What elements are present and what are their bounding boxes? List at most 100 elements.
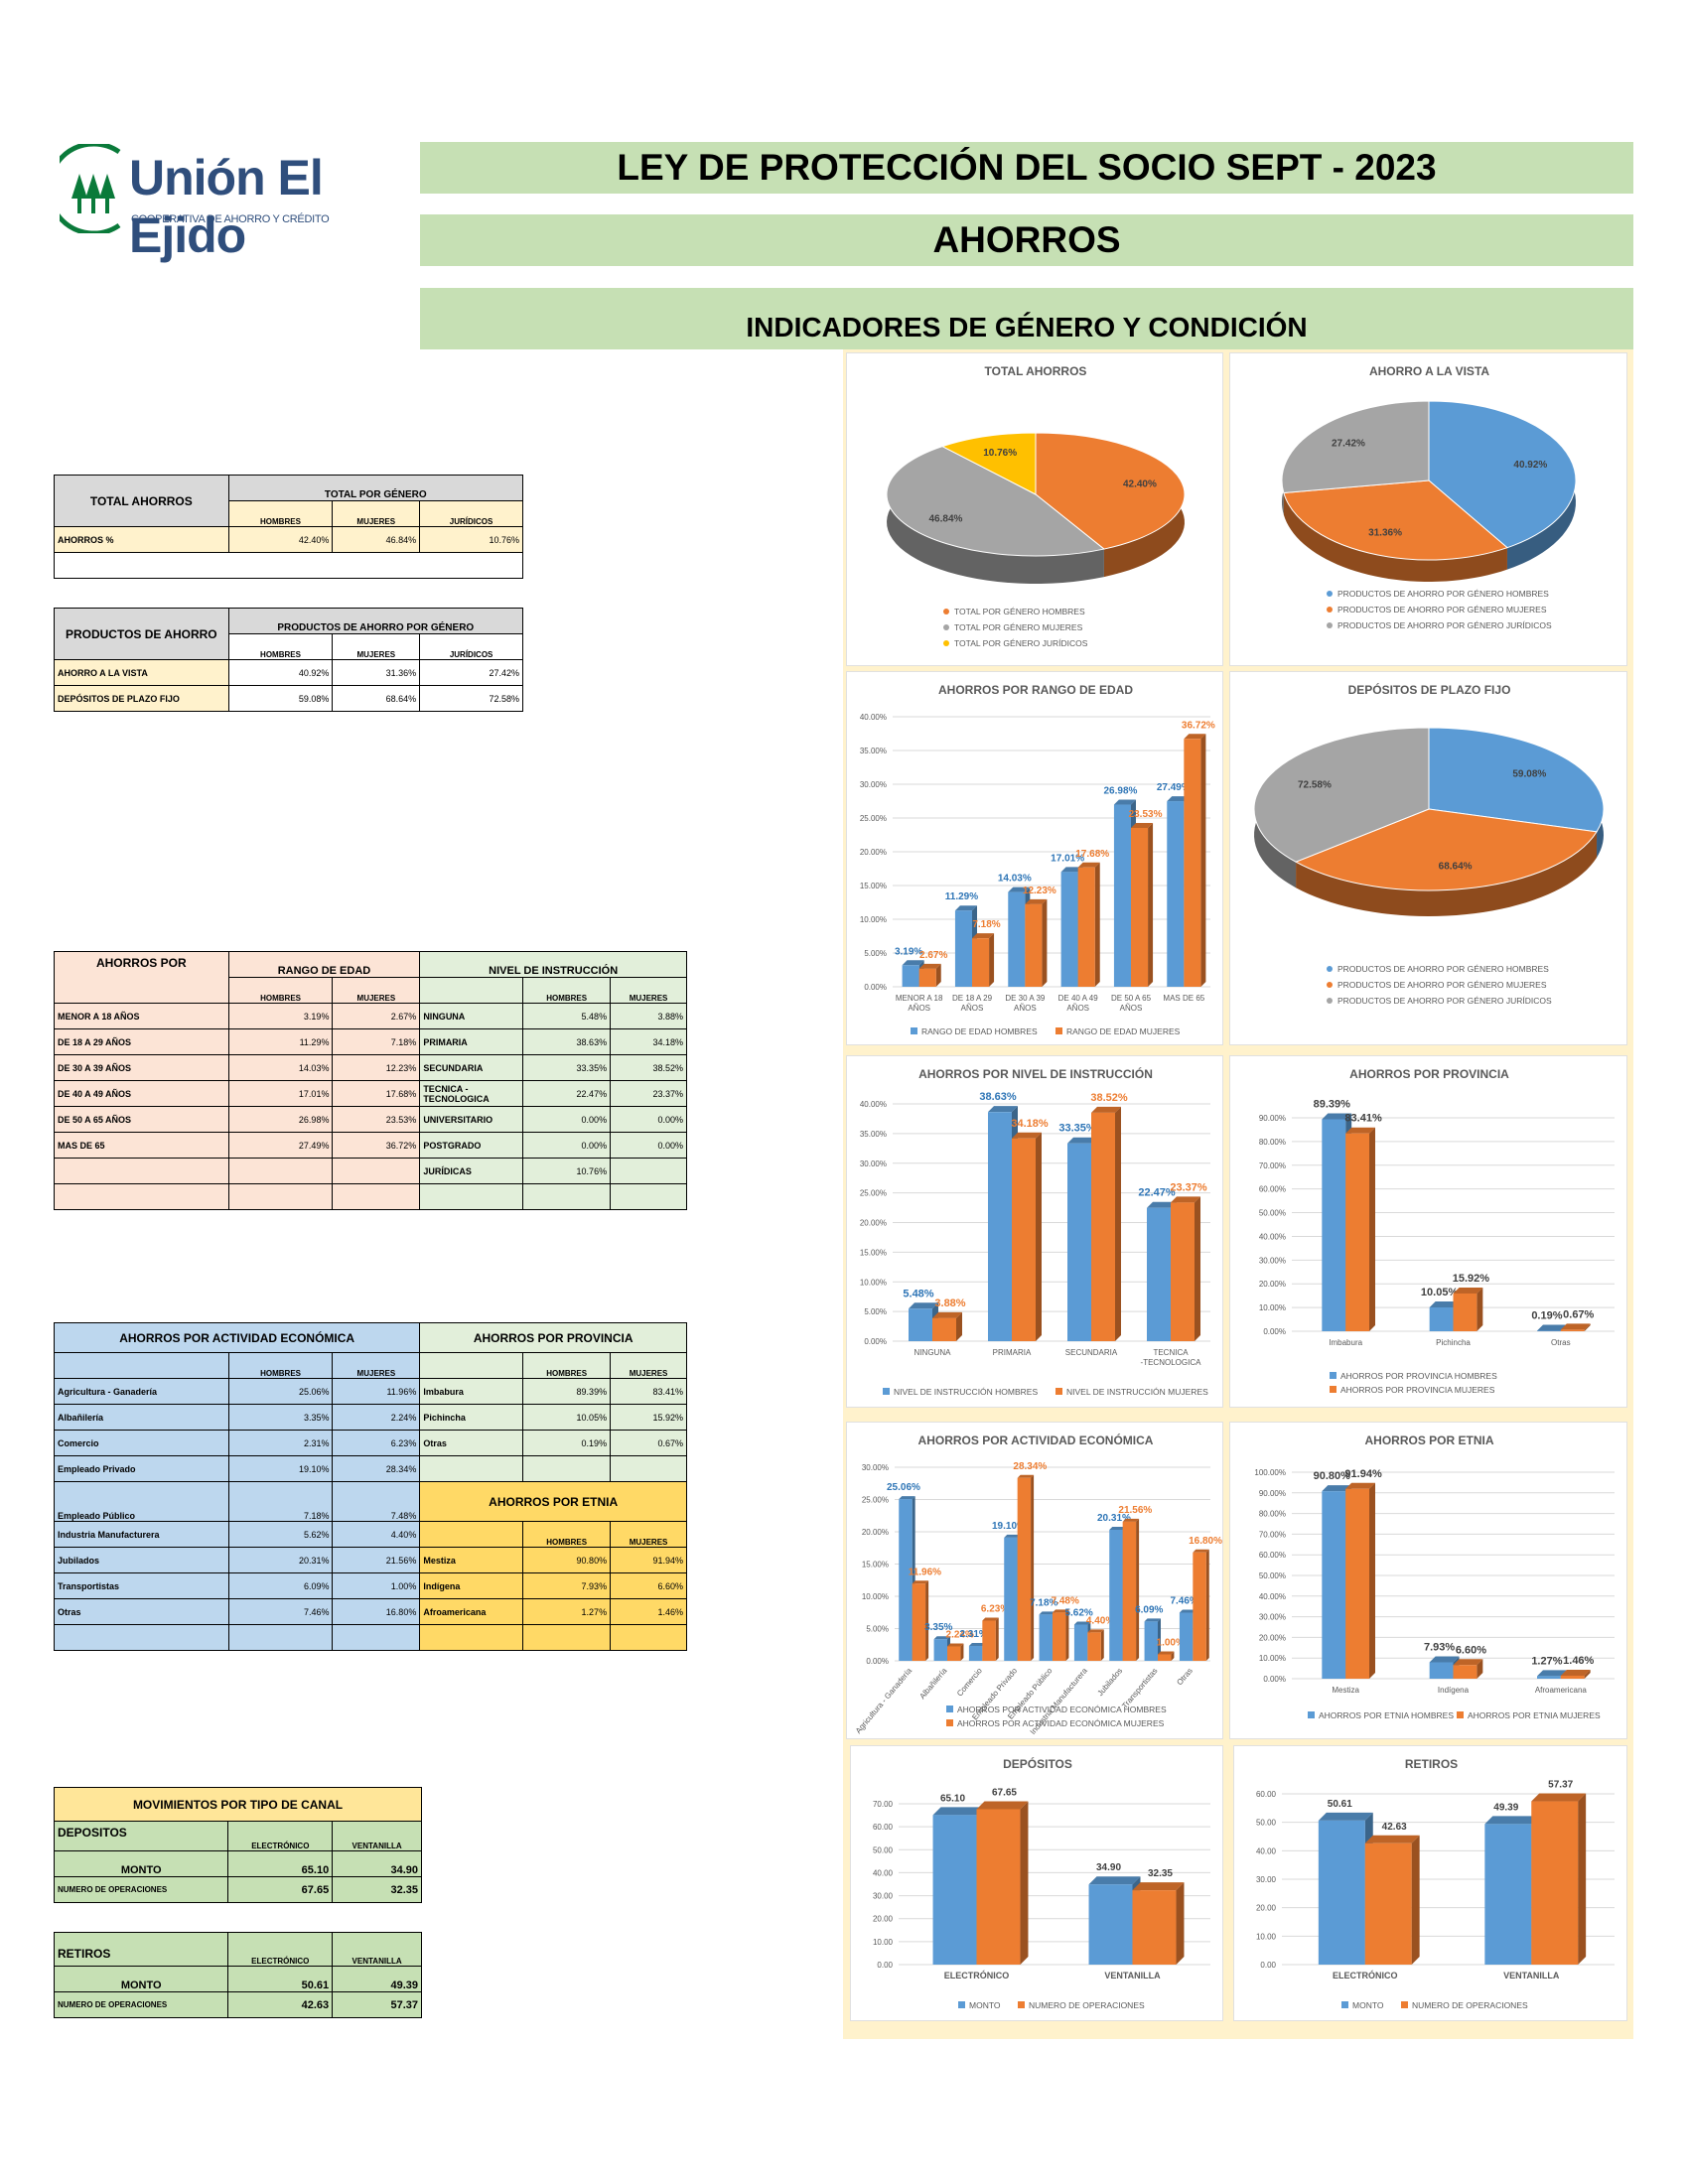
data-label: 83.41% bbox=[1344, 1113, 1382, 1125]
chart-title: AHORROS POR ACTIVIDAD ECONÓMICA bbox=[918, 1433, 1154, 1447]
bar bbox=[1193, 1552, 1206, 1661]
data-label: 20.31% bbox=[1097, 1513, 1131, 1524]
legend-marker bbox=[1401, 2001, 1408, 2008]
y-tick-label: 40.00 bbox=[873, 1868, 894, 1877]
legend-entry: MONTO bbox=[969, 2000, 1001, 2010]
legend-marker bbox=[1457, 1711, 1464, 1718]
y-tick-label: 10.00% bbox=[1259, 1303, 1286, 1312]
bar bbox=[1132, 1890, 1177, 1965]
pie-slice bbox=[1428, 727, 1605, 833]
chart-title: DEPÓSITOS DE PLAZO FIJO bbox=[1348, 682, 1511, 697]
bar-top bbox=[1193, 1549, 1209, 1553]
bar bbox=[1088, 1884, 1133, 1965]
pie-slice-side bbox=[1296, 831, 1598, 916]
table-row: NUMERO DE OPERACIONES 67.65 32.35 bbox=[53, 1876, 422, 1903]
data-label: 22.47% bbox=[1138, 1187, 1176, 1199]
table-row: DE 18 A 29 AÑOS 11.29% 7.18% PRIMARIA 38.63%… bbox=[54, 1028, 687, 1055]
bar-side bbox=[1094, 862, 1100, 987]
legend-entry: TOTAL POR GÉNERO MUJERES bbox=[954, 622, 1083, 632]
bar-side bbox=[1115, 1106, 1121, 1341]
bar-top bbox=[1077, 862, 1100, 868]
chart-title: AHORROS POR PROVINCIA bbox=[1349, 1067, 1509, 1081]
bar-top bbox=[1364, 1835, 1420, 1843]
bar-top bbox=[932, 1807, 985, 1816]
logo-name: Unión El Ejido bbox=[129, 150, 324, 263]
bar-top bbox=[1484, 1816, 1540, 1825]
data-label: 11.29% bbox=[945, 891, 978, 902]
bar bbox=[933, 1639, 947, 1661]
chart-title: AHORROS POR NIVEL DE INSTRUCCIÓN bbox=[918, 1066, 1153, 1081]
bar-side bbox=[925, 1580, 929, 1661]
data-label: 67.65 bbox=[992, 1787, 1017, 1798]
y-tick-label: 60.00 bbox=[873, 1823, 894, 1832]
bar bbox=[1453, 1665, 1477, 1679]
page-subtitle: AHORROS bbox=[420, 214, 1633, 266]
table-row: Comercio 2.31% 6.23% Otras 0.19% 0.67% bbox=[54, 1430, 687, 1456]
bar-side bbox=[1411, 1835, 1420, 1965]
y-tick-label: 20.00% bbox=[1259, 1280, 1286, 1289]
y-tick-label: 15.00% bbox=[860, 882, 887, 890]
y-tick-label: 30.00 bbox=[1256, 1875, 1277, 1884]
bar bbox=[1060, 872, 1078, 987]
y-tick-label: 5.00% bbox=[864, 1307, 887, 1316]
table-row: Otras 7.46% 16.80% Afroamericana 1.27% 1.46% bbox=[54, 1598, 687, 1625]
bar bbox=[932, 1317, 956, 1341]
bar bbox=[1067, 1143, 1091, 1341]
provincia-title: AHORROS POR PROVINCIA bbox=[419, 1322, 687, 1353]
data-label: 26.98% bbox=[1104, 786, 1138, 797]
data-label: 2.31% bbox=[959, 1629, 987, 1640]
bar-top bbox=[976, 1801, 1029, 1810]
legend-marker bbox=[1330, 1372, 1336, 1379]
data-label: 3.35% bbox=[924, 1622, 952, 1633]
x-tick-label: Otras bbox=[1551, 1338, 1571, 1347]
legend-entry: PRODUCTOS DE AHORRO POR GÉNERO MUJERES bbox=[1337, 605, 1547, 614]
page-title: LEY DE PROTECCIÓN DEL SOCIO SEPT - 2023 bbox=[420, 142, 1633, 194]
table-row: DEPÓSITOS DE PLAZO FIJO 59.08% 68.64% 72… bbox=[54, 685, 523, 712]
y-tick-label: 30.00% bbox=[1259, 1256, 1286, 1265]
bar bbox=[1179, 1612, 1194, 1661]
data-label: 34.90 bbox=[1096, 1862, 1121, 1873]
bar-side bbox=[1148, 822, 1154, 987]
bar bbox=[976, 1809, 1021, 1965]
depositos-label: DEPOSITOS bbox=[53, 1821, 229, 1851]
bar-top bbox=[1067, 1137, 1097, 1144]
productos-genero-header: PRODUCTOS DE AHORRO POR GÉNERO bbox=[227, 608, 524, 634]
data-label: 57.37 bbox=[1548, 1780, 1573, 1791]
bar-side bbox=[995, 1617, 999, 1661]
bar-top bbox=[1122, 1518, 1140, 1522]
bar-top bbox=[1088, 1876, 1141, 1885]
y-tick-label: 10.00% bbox=[862, 1592, 889, 1601]
bar bbox=[1167, 801, 1185, 987]
legend-entry: AHORROS POR PROVINCIA MUJERES bbox=[1340, 1385, 1495, 1395]
bar bbox=[1345, 1133, 1369, 1331]
data-label: 27.49% bbox=[1157, 782, 1191, 793]
x-tick-label: -TECNOLOGICA bbox=[1141, 1358, 1202, 1367]
data-label: 15.92% bbox=[1453, 1273, 1490, 1285]
table-row: NUMERO DE OPERACIONES 42.63 57.37 bbox=[53, 1991, 422, 2018]
bar-side bbox=[1100, 1629, 1104, 1661]
legend-marker bbox=[1327, 966, 1333, 972]
bar-side bbox=[1020, 1801, 1029, 1965]
bar-top bbox=[988, 1106, 1018, 1113]
bar-top bbox=[1025, 898, 1048, 904]
legend-entry: PRODUCTOS DE AHORRO POR GÉNERO HOMBRES bbox=[1337, 589, 1549, 599]
data-label: 42.63 bbox=[1382, 1822, 1407, 1833]
chart-provincia: AHORROS POR PROVINCIA 0.00% 10.00% 20.00% 30… bbox=[1229, 1055, 1627, 1408]
y-tick-label: 20.00 bbox=[1256, 1904, 1277, 1913]
chart-plazo-fijo: DEPÓSITOS DE PLAZO FIJO 59.08% 68.64% 72.58… bbox=[1229, 671, 1627, 1045]
bar-side bbox=[1042, 898, 1048, 987]
bar-side bbox=[1369, 1127, 1375, 1331]
bar-side bbox=[1158, 1618, 1161, 1661]
data-label: 90.80% bbox=[1314, 1470, 1351, 1482]
legend-entry: NIVEL DE INSTRUCCIÓN HOMBRES bbox=[894, 1387, 1038, 1397]
bar bbox=[1087, 1632, 1101, 1661]
bar bbox=[1053, 1612, 1066, 1661]
legend-entry: NUMERO DE OPERACIONES bbox=[1412, 2000, 1528, 2010]
bar bbox=[1345, 1488, 1369, 1679]
y-tick-label: 80.00% bbox=[1259, 1138, 1286, 1147]
bar bbox=[1039, 1614, 1053, 1661]
y-tick-label: 10.00% bbox=[860, 915, 887, 924]
bar bbox=[1012, 1138, 1036, 1341]
y-tick-label: 50.00 bbox=[1256, 1819, 1277, 1828]
bar-top bbox=[902, 960, 924, 966]
